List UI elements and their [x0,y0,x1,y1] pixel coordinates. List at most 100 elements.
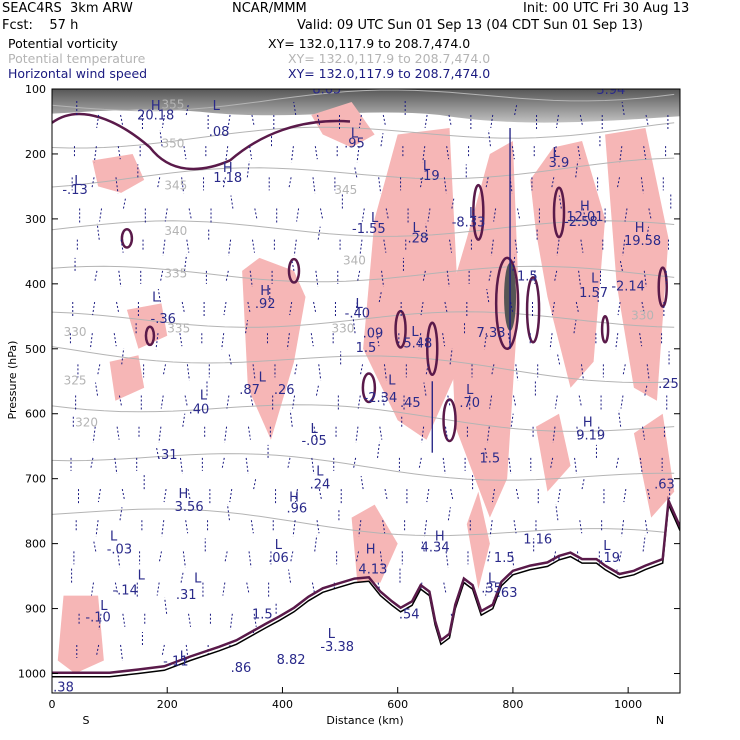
y-tick-label: 700 [25,473,46,486]
wind-vector [311,582,315,593]
wind-vector [509,177,513,194]
wind-vector [158,426,162,443]
wind-vector [426,488,430,503]
extremum-value: .45 [400,396,421,411]
wind-vector [160,395,164,409]
wind-vector [444,301,448,313]
wind-vector [447,395,451,406]
wind-vector [310,333,314,347]
extremum-value: 5.48 [403,336,432,351]
wind-vector [550,457,554,468]
wind-vector [580,364,584,381]
wind-vector [619,146,623,163]
wind-vector [249,270,253,287]
wind-vector [514,104,518,116]
wind-vector [90,457,94,468]
wind-vector [353,457,357,468]
wind-vector [489,520,493,537]
wind-vector [640,177,644,194]
wind-vector [247,301,251,313]
wind-vector [380,133,384,147]
wind-vector [379,426,383,440]
wind-vector [225,270,229,281]
extremum-value: .63 [654,477,675,492]
wind-vector [224,426,228,443]
extremum-marker: L [371,211,379,226]
extremum-value: 1.5 [252,607,273,622]
wind-vector [96,223,100,240]
right-endpoint-label: N [656,714,664,727]
extremum-value: .19 [419,169,440,184]
isentrope-line [52,220,675,237]
x-tick-label: 200 [157,698,178,711]
isentrope-label: 350 [162,136,185,150]
pv-contour [287,257,301,284]
extremum-marker: L [603,539,611,554]
wind-vector [314,535,318,552]
wind-vector [446,270,450,287]
extremum-marker: H [435,529,445,544]
extremum-value: -.10 [85,611,110,626]
wind-vector [644,520,648,534]
isentrope-line [52,311,675,328]
wind-vector [639,457,643,474]
wind-vector [288,177,292,188]
wind-vector [159,130,163,147]
wind-vector [317,114,321,126]
wind-vector [250,395,254,406]
wind-vector [615,333,619,350]
isentrope-label: 335 [164,266,187,280]
extremum-value: -1.55 [352,222,386,237]
y-tick-label: 400 [25,278,46,291]
extremum-value: 1.5 [517,270,538,285]
extremum-value: 1.16 [523,533,552,548]
wind-vector [319,208,323,219]
wind-vector [357,395,361,409]
extremum-value: .19 [599,551,620,566]
x-tick-label: 1000 [614,698,642,711]
extremum-value: .92 [255,297,276,312]
wind-vector [555,504,559,521]
wind-vector [646,364,650,381]
wind-vector [621,520,625,537]
wind-vector [443,177,447,194]
model-title: SEAC4RS 3km ARW [2,1,133,16]
wind-vector [356,146,360,163]
wind-vector [385,208,389,219]
wind-vector [93,541,97,552]
y-tick-label: 900 [25,603,46,616]
wind-vector [113,333,117,347]
extremum-value: -2.58 [564,215,598,230]
extremum-value: -2.14 [611,279,645,294]
wind-vector [356,551,360,562]
extremum-marker: H [583,416,593,431]
y-axis-label: Pressure (hPa) [6,341,19,420]
wind-vector [355,426,359,443]
wind-vector [286,333,290,350]
wind-vector [122,613,126,627]
y-tick-label: 300 [25,213,46,226]
wind-vector [582,208,586,219]
extremum-value: .96 [287,501,308,516]
pv-contour [525,276,541,344]
wind-vector [252,364,256,381]
wind-vector [578,270,582,287]
wind-vector [221,333,225,350]
wind-vector [250,520,254,534]
isentrope-label: 355 [162,97,185,111]
extremum-value: 1.57 [579,286,608,301]
wind-vector [253,478,257,490]
wind-vector [617,301,621,316]
wind-vector [164,208,168,222]
wind-vector [361,208,365,222]
wind-vector [291,260,295,271]
extremum-value: 4.13 [358,562,387,577]
wind-vector [247,426,251,440]
wind-vector [421,541,425,552]
wind-vector [118,270,122,287]
left-endpoint-label: S [83,714,90,727]
wind-vector [483,333,487,350]
pv-fill-region [351,504,398,583]
wind-vector [312,177,316,194]
extremum-marker: H [289,490,299,505]
